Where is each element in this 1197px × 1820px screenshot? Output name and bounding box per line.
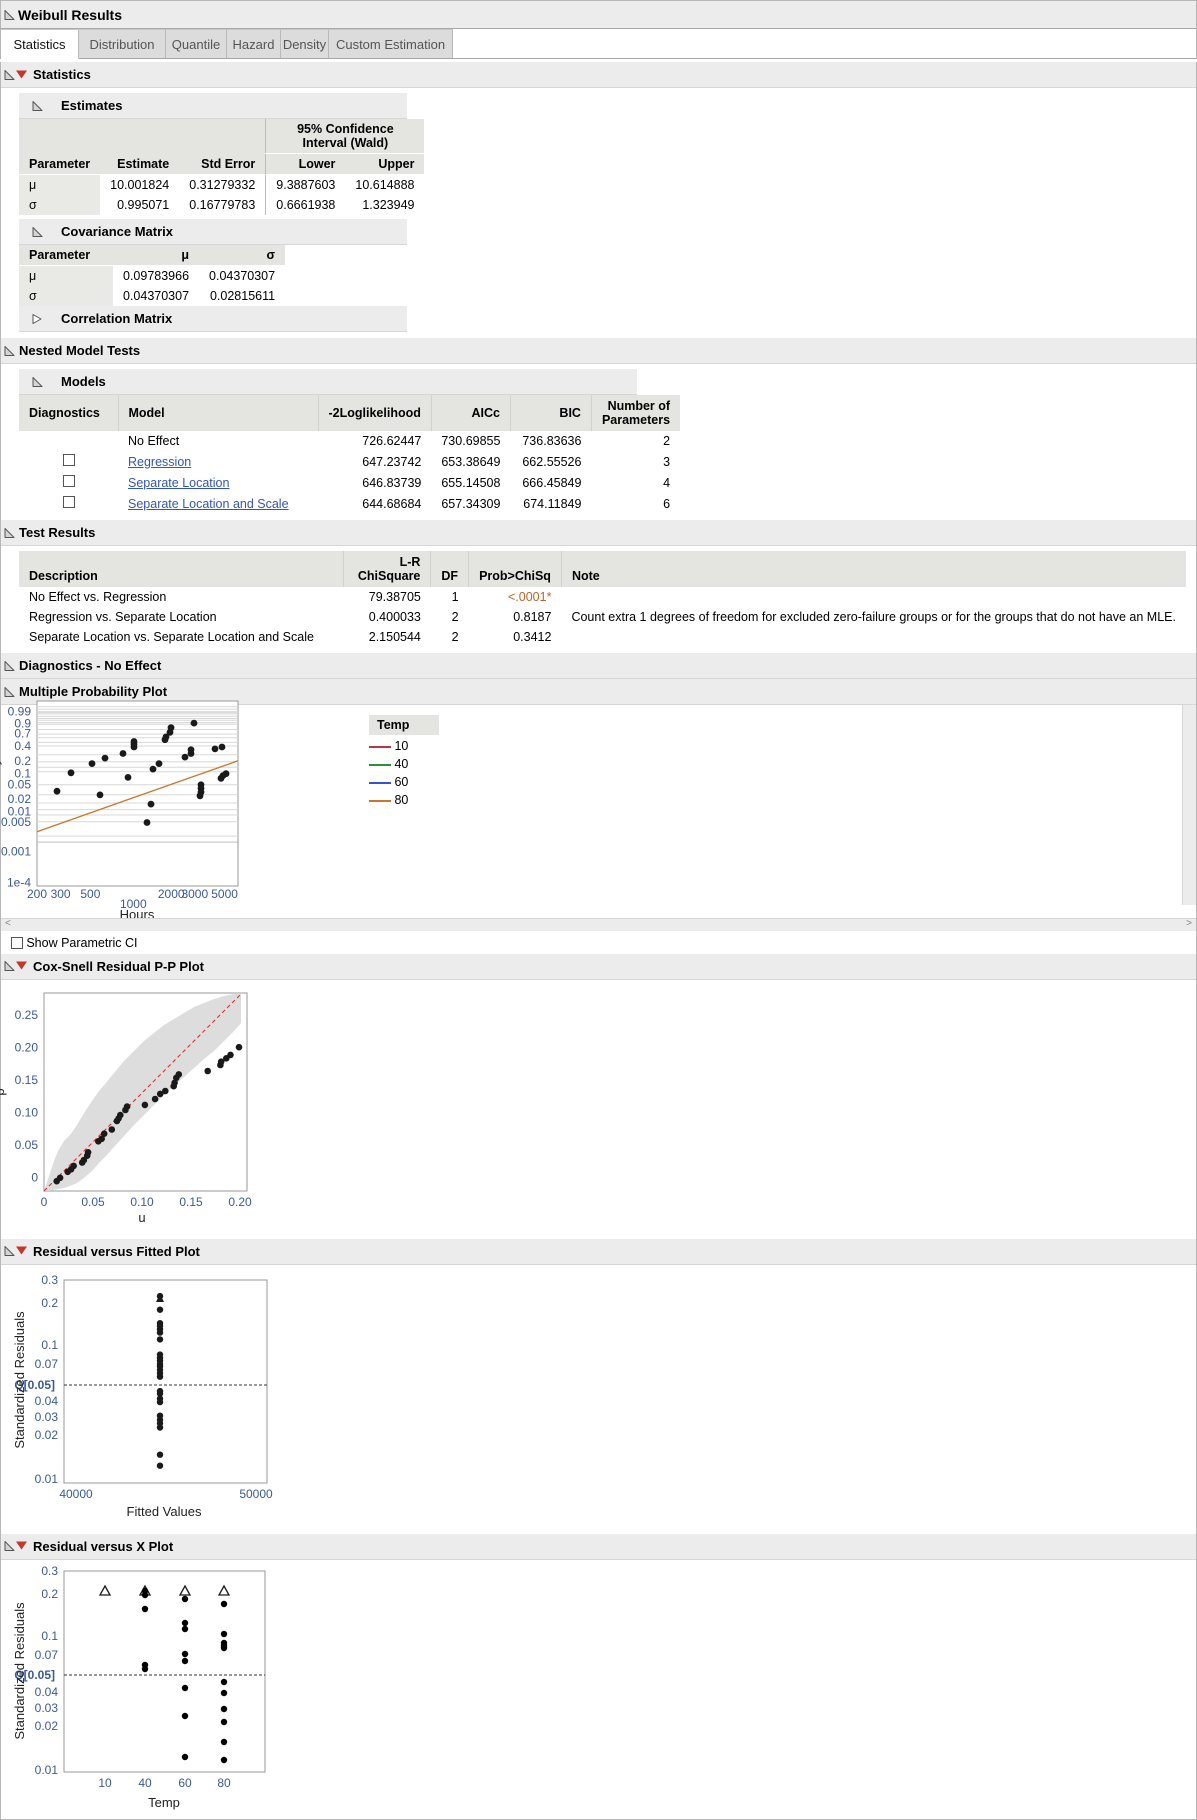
svg-text:50000: 50000	[239, 1487, 273, 1501]
svg-text:0.02: 0.02	[35, 1719, 59, 1733]
svg-text:0.1: 0.1	[41, 1629, 58, 1643]
svg-text:0.005: 0.005	[1, 815, 31, 829]
svg-text:5000: 5000	[211, 887, 238, 901]
svg-text:Temp: Temp	[148, 1795, 180, 1810]
svg-text:Standardized Residuals: Standardized Residuals	[12, 1602, 27, 1740]
svg-text:0.2: 0.2	[41, 1587, 58, 1601]
svg-text:0.05: 0.05	[8, 778, 32, 792]
svg-text:0.2: 0.2	[41, 1296, 58, 1310]
svg-text:0.04: 0.04	[35, 1685, 59, 1699]
svg-text:0.10: 0.10	[130, 1195, 154, 1209]
svg-text:Fitted Values: Fitted Values	[127, 1504, 202, 1519]
svg-text:0.01: 0.01	[35, 1763, 59, 1777]
svg-text:300: 300	[51, 887, 71, 901]
svg-text:Probability: Probability	[0, 758, 2, 819]
svg-text:0.20: 0.20	[228, 1195, 252, 1209]
svg-text:200: 200	[27, 887, 47, 901]
svg-text:0.01: 0.01	[35, 1472, 59, 1486]
svg-text:0.4: 0.4	[14, 739, 31, 753]
svg-text:0.3: 0.3	[41, 1273, 58, 1287]
svg-text:0.05: 0.05	[15, 1138, 39, 1152]
svg-text:0: 0	[31, 1170, 38, 1184]
svg-text:0.03: 0.03	[35, 1410, 59, 1424]
svg-text:500: 500	[80, 887, 100, 901]
svg-text:0.02: 0.02	[35, 1428, 59, 1442]
svg-text:60: 60	[178, 1776, 192, 1790]
svg-text:0: 0	[41, 1195, 48, 1209]
svg-text:Standardized Residuals: Standardized Residuals	[12, 1311, 27, 1449]
svg-text:40: 40	[138, 1776, 152, 1790]
svg-text:0.25: 0.25	[15, 1008, 39, 1022]
svg-text:0.15: 0.15	[179, 1195, 203, 1209]
svg-text:0.03: 0.03	[35, 1701, 59, 1715]
svg-text:40000: 40000	[59, 1487, 93, 1501]
svg-text:0.07: 0.07	[35, 1648, 59, 1662]
svg-text:0.04: 0.04	[35, 1394, 59, 1408]
svg-text:80: 80	[217, 1776, 231, 1790]
svg-text:10: 10	[98, 1776, 112, 1790]
svg-text:0.3: 0.3	[41, 1564, 58, 1578]
svg-text:0.1: 0.1	[41, 1338, 58, 1352]
svg-text:0.05: 0.05	[81, 1195, 105, 1209]
svg-text:0.20: 0.20	[15, 1040, 39, 1054]
svg-text:0.001: 0.001	[1, 844, 31, 858]
svg-text:0.15: 0.15	[15, 1073, 39, 1087]
svg-text:0.10: 0.10	[15, 1105, 39, 1119]
svg-text:3000: 3000	[181, 887, 208, 901]
svg-text:0.07: 0.07	[35, 1357, 59, 1371]
svg-text:u: u	[138, 1210, 145, 1225]
svg-text:p: p	[0, 1088, 7, 1095]
